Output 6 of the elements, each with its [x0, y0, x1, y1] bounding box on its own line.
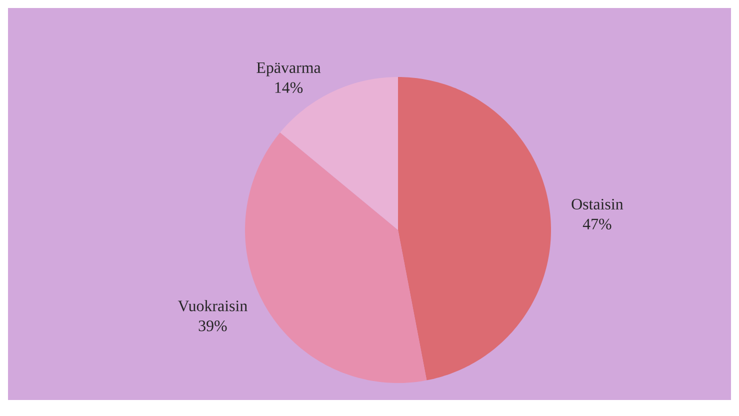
data-label: 47% [582, 218, 612, 230]
slice-label: Ostaisin [572, 198, 624, 210]
data-label: 39% [198, 320, 227, 332]
data-label: 14% [275, 82, 303, 94]
slice-label: Vuokraisin [178, 300, 248, 312]
slice-label: Epävarma [256, 62, 321, 76]
